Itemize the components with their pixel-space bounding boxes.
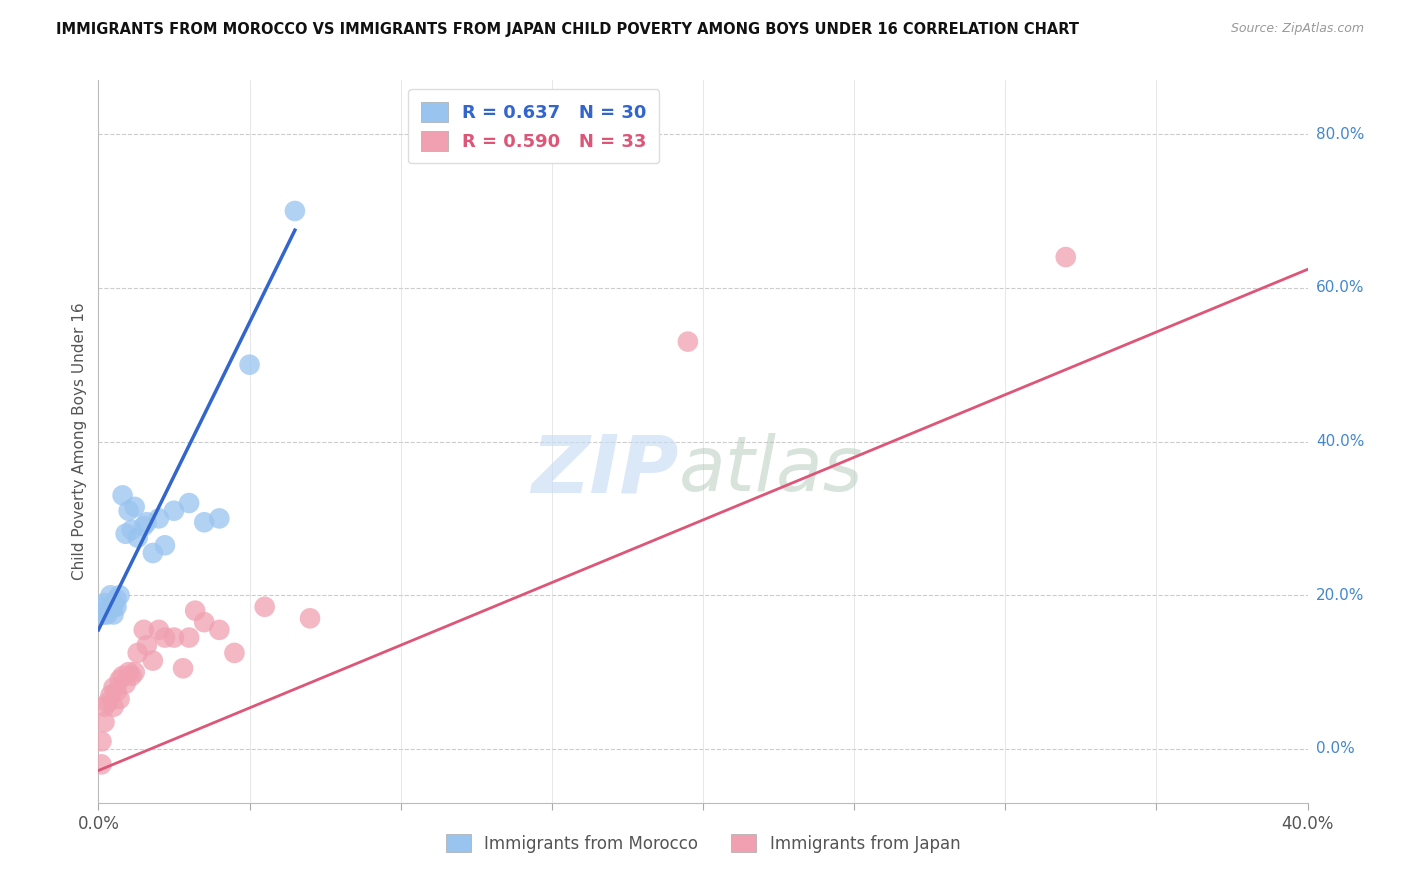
Text: 0.0%: 0.0% [1316,741,1354,756]
Point [121,669,143,683]
Point [193,615,215,630]
Point [184,604,207,618]
Point [148,511,170,525]
Point [90,607,112,622]
Point [148,623,170,637]
Point [224,646,246,660]
Point [142,546,165,560]
Point [239,358,262,372]
Point [208,511,231,525]
Point [103,599,125,614]
Point [153,538,176,552]
Point [193,515,215,529]
Point [284,203,307,218]
Point [100,599,122,614]
Text: 40.0%: 40.0% [1316,434,1364,449]
Point [105,592,128,607]
Text: atlas: atlas [679,434,863,508]
Text: 80.0%: 80.0% [1316,127,1364,142]
Point [124,665,146,680]
Y-axis label: Child Poverty Among Boys Under 16: Child Poverty Among Boys Under 16 [72,302,87,581]
Point [142,654,165,668]
Point [132,519,155,533]
Point [103,681,125,695]
Point [105,684,128,698]
Point [105,599,128,614]
Point [93,607,115,622]
Text: 60.0%: 60.0% [1316,280,1364,295]
Point [108,588,131,602]
Point [96,696,118,710]
Point [676,334,699,349]
Point [132,623,155,637]
Point [96,607,118,622]
Point [114,526,136,541]
Point [1054,250,1077,264]
Point [90,757,112,772]
Point [172,661,194,675]
Point [118,504,141,518]
Point [108,673,131,687]
Point [100,588,122,602]
Point [93,715,115,730]
Point [111,669,134,683]
Point [163,504,186,518]
Point [114,676,136,690]
Text: IMMIGRANTS FROM MOROCCO VS IMMIGRANTS FROM JAPAN CHILD POVERTY AMONG BOYS UNDER : IMMIGRANTS FROM MOROCCO VS IMMIGRANTS FR… [56,22,1080,37]
Point [135,515,157,529]
Point [253,599,276,614]
Point [121,523,143,537]
Point [108,692,131,706]
Point [100,688,122,702]
Point [299,611,322,625]
Point [103,699,125,714]
Point [179,631,201,645]
Point [96,604,118,618]
Text: 20.0%: 20.0% [1316,588,1364,603]
Point [118,665,141,680]
Point [153,631,176,645]
Legend: Immigrants from Morocco, Immigrants from Japan: Immigrants from Morocco, Immigrants from… [439,828,967,860]
Point [208,623,231,637]
Point [103,607,125,622]
Point [111,488,134,502]
Point [179,496,201,510]
Point [163,631,186,645]
Text: Source: ZipAtlas.com: Source: ZipAtlas.com [1230,22,1364,36]
Point [90,599,112,614]
Point [124,500,146,514]
Point [127,646,149,660]
Text: ZIP: ZIP [531,432,679,509]
Point [93,699,115,714]
Point [135,638,157,652]
Point [90,734,112,748]
Point [127,531,149,545]
Point [93,596,115,610]
